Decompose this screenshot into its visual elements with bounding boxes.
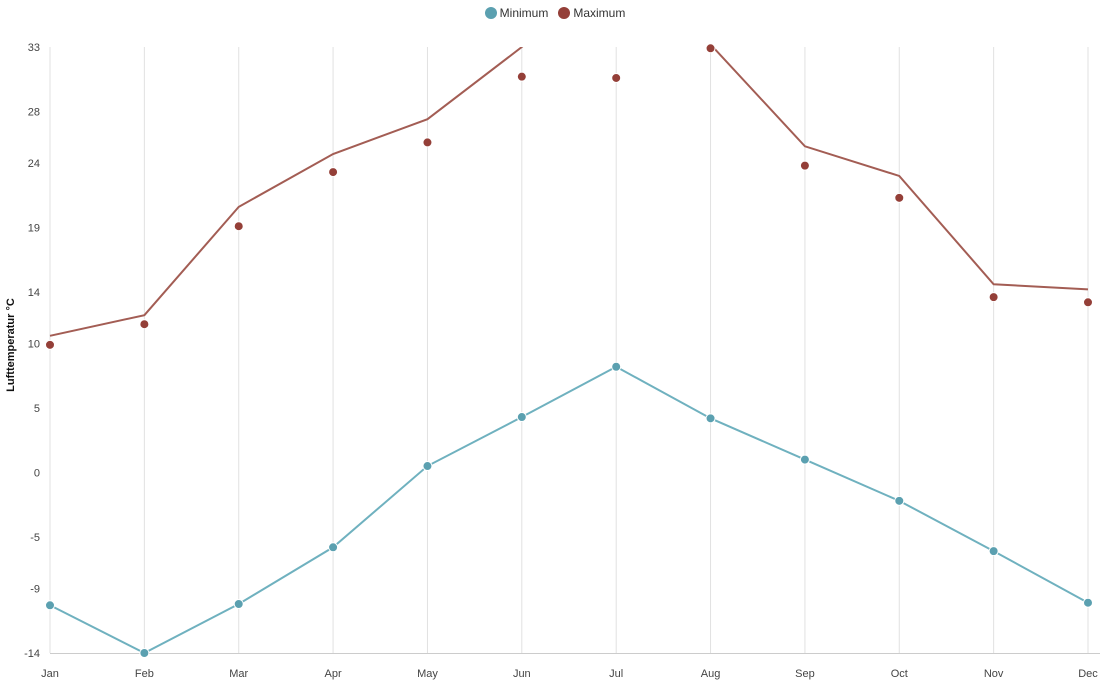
- data-point-minimum-jul[interactable]: [611, 361, 622, 372]
- x-tick-label-nov: Nov: [984, 668, 1004, 680]
- series-line-minimum: [49, 365, 1089, 655]
- data-point-maximum-apr[interactable]: [328, 167, 339, 178]
- data-point-minimum-jun[interactable]: [516, 412, 527, 423]
- x-tick-label-apr: Apr: [325, 668, 342, 680]
- data-point-maximum-sep[interactable]: [799, 160, 810, 171]
- legend: Minimum Maximum: [0, 4, 1110, 22]
- legend-item-maximum[interactable]: Maximum: [558, 6, 625, 20]
- x-tick-label-aug: Aug: [701, 668, 721, 680]
- y-tick-label: 19: [28, 223, 40, 235]
- y-tick-label: 0: [34, 467, 40, 479]
- data-point-minimum-feb[interactable]: [139, 648, 150, 658]
- series-minimum: [45, 361, 1093, 658]
- x-tick-label-sep: Sep: [795, 668, 815, 680]
- axis-layer: Jan Feb Mar Apr May Jun Jul Aug Sep Oct Nov Dec 33 28…: [24, 42, 1100, 680]
- x-tick-label-jun: Jun: [513, 668, 531, 680]
- data-point-maximum-may[interactable]: [422, 137, 433, 148]
- series-line-maximum-peak: [521, 47, 524, 48]
- x-tick-label-jan: Jan: [41, 668, 59, 680]
- data-point-minimum-dec[interactable]: [1083, 597, 1093, 608]
- x-tick-label-dec: Dec: [1078, 668, 1098, 680]
- legend-label-minimum: Minimum: [499, 6, 549, 20]
- x-tick-label-mar: Mar: [229, 668, 248, 680]
- data-point-minimum-aug[interactable]: [705, 413, 716, 424]
- data-point-maximum-jun[interactable]: [516, 71, 527, 82]
- data-point-minimum-apr[interactable]: [328, 542, 339, 553]
- y-tick-label: 5: [34, 403, 40, 415]
- data-point-maximum-mar[interactable]: [233, 221, 244, 232]
- data-point-maximum-feb[interactable]: [139, 319, 150, 330]
- data-point-maximum-dec[interactable]: [1083, 297, 1093, 308]
- data-point-maximum-oct[interactable]: [894, 192, 905, 203]
- data-point-maximum-jul[interactable]: [611, 72, 622, 83]
- y-tick-label: -5: [30, 532, 40, 544]
- series-maximum: [45, 43, 1093, 350]
- legend-marker-minimum: [484, 7, 497, 19]
- y-tick-label: 33: [28, 42, 40, 54]
- y-tick-label: 28: [28, 106, 40, 118]
- series-line-maximum: [711, 47, 1089, 291]
- data-point-maximum-aug[interactable]: [705, 43, 716, 54]
- grid-layer: [49, 47, 1089, 653]
- y-tick-label: 10: [28, 339, 40, 351]
- y-axis-label: Lufttemperatur °C: [5, 298, 17, 392]
- data-point-minimum-mar[interactable]: [233, 599, 244, 610]
- x-tick-label-may: May: [417, 668, 438, 680]
- data-point-minimum-may[interactable]: [422, 461, 433, 472]
- data-point-minimum-sep[interactable]: [799, 454, 810, 465]
- data-point-maximum-jan[interactable]: [45, 339, 55, 350]
- data-point-minimum-nov[interactable]: [988, 546, 999, 557]
- y-tick-label: -9: [30, 584, 40, 596]
- series-line-maximum: [49, 47, 523, 337]
- legend-label-maximum: Maximum: [573, 6, 626, 20]
- data-point-minimum-oct[interactable]: [894, 495, 905, 506]
- y-tick-label: 14: [28, 287, 40, 299]
- series-layer: [45, 43, 1093, 658]
- legend-item-minimum[interactable]: Minimum: [484, 6, 549, 20]
- x-tick-label-oct: Oct: [891, 668, 908, 680]
- y-tick-label: 24: [28, 158, 40, 170]
- legend-marker-maximum: [558, 7, 571, 19]
- x-tick-label-feb: Feb: [135, 668, 154, 680]
- y-tick-label: -14: [24, 648, 40, 660]
- x-tick-label-jul: Jul: [609, 668, 623, 680]
- data-point-maximum-nov[interactable]: [988, 292, 999, 303]
- data-point-minimum-jan[interactable]: [45, 600, 55, 611]
